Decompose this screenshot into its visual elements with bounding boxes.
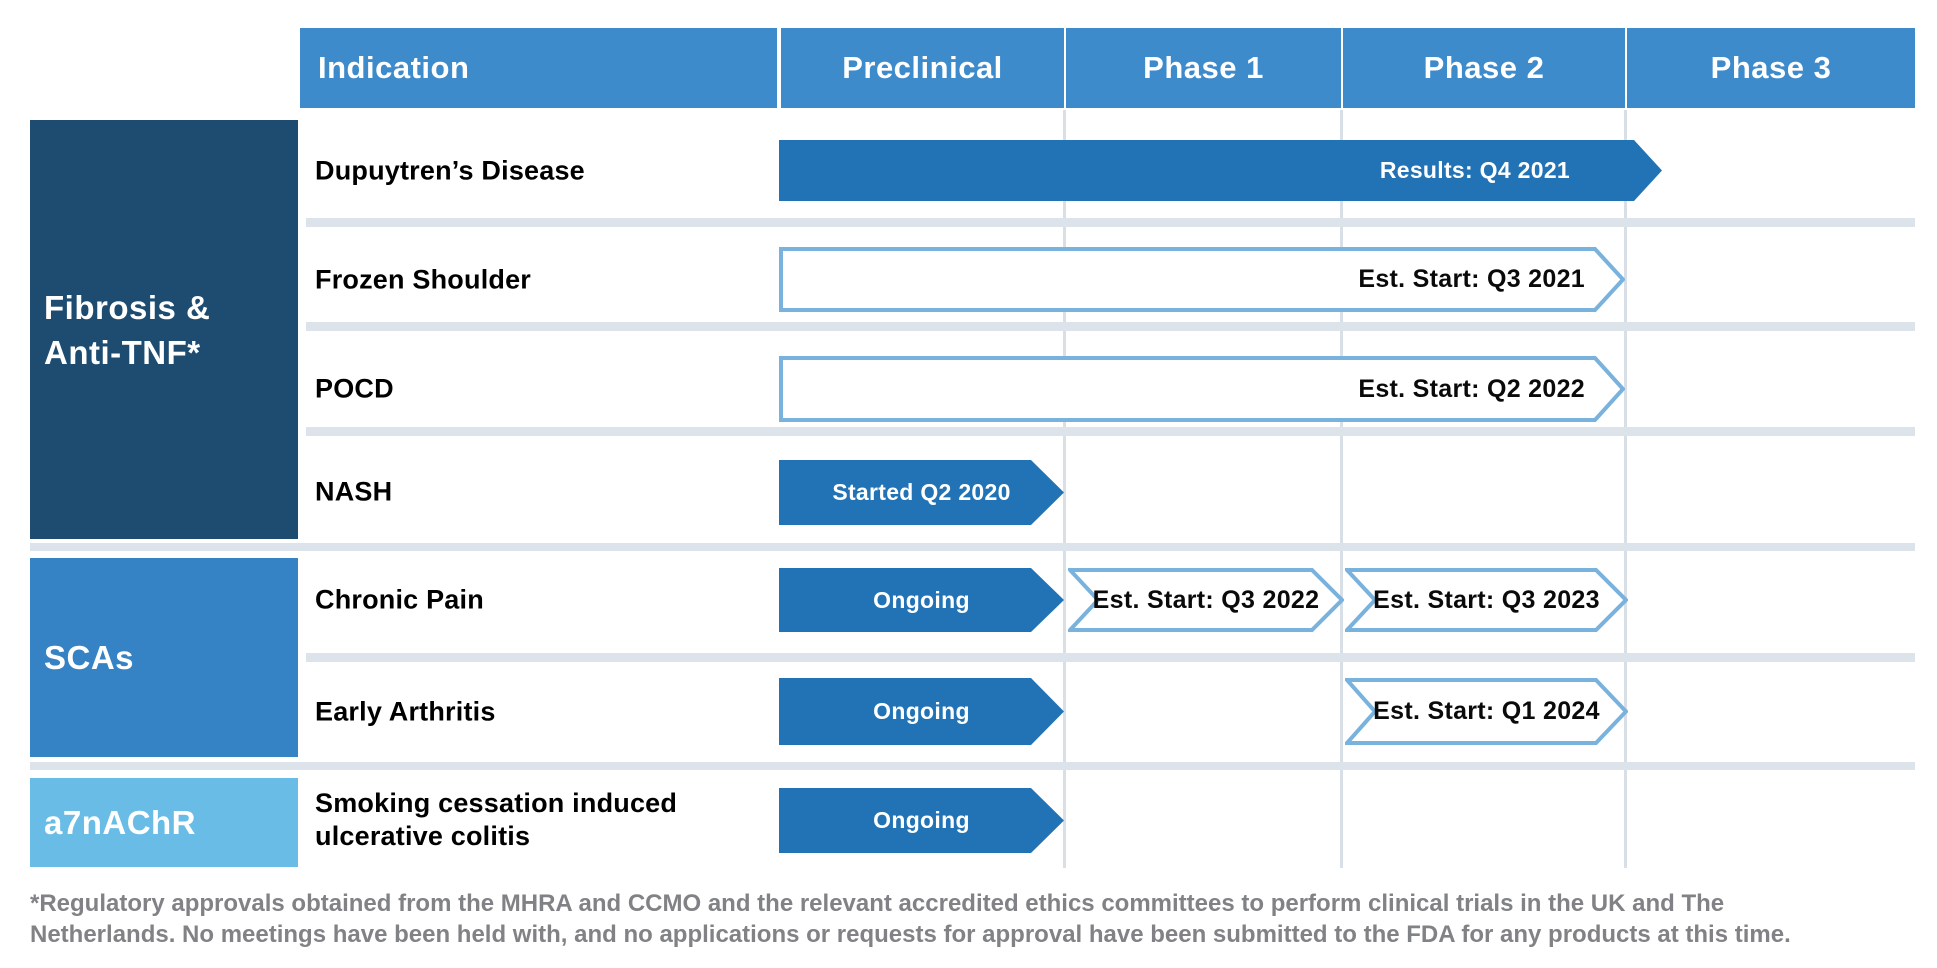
header-cell-indication: Indication bbox=[300, 28, 777, 108]
bar-frozen-shoulder-est-start-q3-2021: Est. Start: Q3 2021 bbox=[779, 247, 1625, 312]
bar-label: Started Q2 2020 bbox=[832, 479, 1011, 505]
bar-pocd-est-start-q2-2022: Est. Start: Q2 2022 bbox=[779, 356, 1625, 422]
outlined-arrow-shape bbox=[1068, 568, 1344, 632]
phase-gridline-1 bbox=[1063, 110, 1066, 868]
bar-label: Est. Start: Q1 2024 bbox=[1373, 697, 1600, 725]
row-label-frozen-shoulder: Frozen Shoulder bbox=[315, 264, 532, 295]
filled-arrow-shape bbox=[779, 140, 1662, 201]
footnote: *Regulatory approvals obtained from the … bbox=[30, 888, 1791, 950]
bar-dupuytren-s-disease-results-q4-2021: Results: Q4 2021 bbox=[779, 140, 1662, 201]
footnote-line-1: *Regulatory approvals obtained from the … bbox=[30, 890, 1725, 917]
outlined-arrow-shape bbox=[1345, 568, 1628, 632]
header-cell-phase-1: Phase 1 bbox=[1066, 28, 1341, 108]
bar-label: Ongoing bbox=[873, 698, 970, 724]
bar-chronic-pain-est-start-q3-2022: Est. Start: Q3 2022 bbox=[1068, 568, 1344, 632]
bar-label: Results: Q4 2021 bbox=[1379, 157, 1570, 183]
filled-arrow-shape bbox=[779, 788, 1064, 853]
filled-arrow-shape bbox=[779, 460, 1064, 525]
row-label-dupuytren-s-disease: Dupuytren’s Disease bbox=[315, 155, 585, 186]
filled-arrow-shape bbox=[779, 678, 1064, 745]
row-divider-4 bbox=[306, 653, 1915, 662]
bar-label: Est. Start: Q3 2022 bbox=[1092, 585, 1320, 614]
phase-gridline-2 bbox=[1340, 110, 1343, 868]
bar-label: Est. Start: Q3 2023 bbox=[1373, 585, 1600, 614]
row-label-nash: NASH bbox=[315, 476, 393, 507]
bar-chronic-pain-est-start-q3-2023: Est. Start: Q3 2023 bbox=[1345, 568, 1628, 632]
row-label-chronic-pain: Chronic Pain bbox=[315, 584, 484, 615]
header-cell-phase-3: Phase 3 bbox=[1627, 28, 1915, 108]
row-label-early-arthritis: Early Arthritis bbox=[315, 696, 496, 727]
group-block-scas: SCAs bbox=[30, 558, 298, 757]
phase-gridline-3 bbox=[1624, 110, 1627, 868]
footnote-line-2: Netherlands. No meetings have been held … bbox=[30, 921, 1791, 948]
outlined-arrow-shape bbox=[779, 356, 1625, 422]
row-divider-3 bbox=[306, 427, 1915, 436]
group-block-fibrosis: Fibrosis & Anti-TNF* bbox=[30, 120, 298, 539]
bar-nash-started-q2-2020: Started Q2 2020 bbox=[779, 460, 1064, 525]
bar-label: Ongoing bbox=[873, 807, 970, 833]
group-divider-1 bbox=[30, 543, 1915, 551]
bar-early-arthritis-ongoing: Ongoing bbox=[779, 678, 1064, 745]
group-block-a7nachr: a7nAChR bbox=[30, 778, 298, 867]
bar-label: Est. Start: Q2 2022 bbox=[1358, 374, 1585, 403]
bar-early-arthritis-est-start-q1-2024: Est. Start: Q1 2024 bbox=[1345, 678, 1628, 745]
row-label-smoking-cessation-induced: Smoking cessation induced ulcerative col… bbox=[315, 788, 678, 851]
header-cell-preclinical: Preclinical bbox=[781, 28, 1064, 108]
row-divider-1 bbox=[306, 218, 1915, 227]
outlined-arrow-shape bbox=[1345, 678, 1628, 745]
filled-arrow-shape bbox=[779, 568, 1064, 632]
bar-smoking-cessation-induced-ongoing: Ongoing bbox=[779, 788, 1064, 853]
bar-label: Ongoing bbox=[873, 586, 970, 613]
header-cell-phase-2: Phase 2 bbox=[1343, 28, 1625, 108]
row-divider-2 bbox=[306, 322, 1915, 331]
row-label-pocd: POCD bbox=[315, 373, 394, 404]
outlined-arrow-shape bbox=[779, 247, 1625, 312]
bar-label: Est. Start: Q3 2021 bbox=[1358, 265, 1585, 293]
bar-chronic-pain-ongoing: Ongoing bbox=[779, 568, 1064, 632]
group-divider-2 bbox=[30, 762, 1915, 770]
